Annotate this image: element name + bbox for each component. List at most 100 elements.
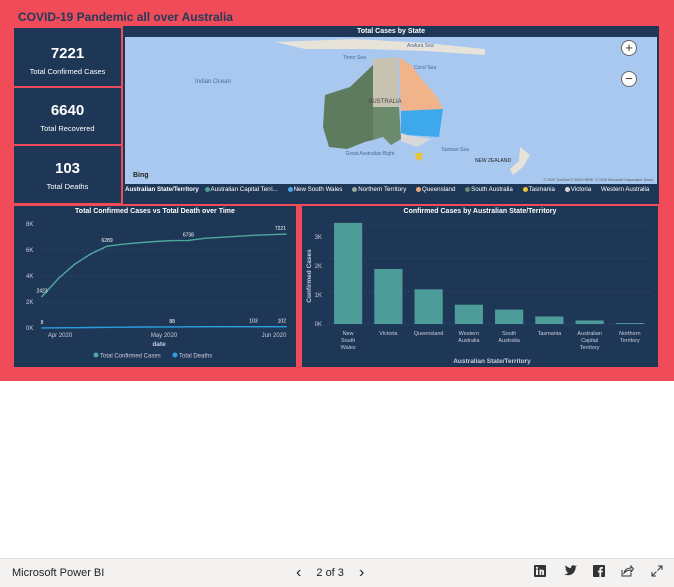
bar-chart-visual[interactable]: Confirmed Cases by Australian State/Terr… <box>302 206 658 367</box>
bar[interactable] <box>334 222 363 324</box>
legend-item-act[interactable]: Australian Capital Terri... <box>204 186 282 193</box>
legend-item-wa[interactable]: Western Australia <box>601 186 653 193</box>
legend-item-vic[interactable]: Victoria <box>564 186 596 193</box>
data-point[interactable] <box>252 234 255 237</box>
x-axis-title: date <box>152 341 166 348</box>
state-tasmania[interactable] <box>415 153 423 161</box>
x-axis-title: Australian State/Territory <box>453 358 531 365</box>
zoom-in-button[interactable]: + <box>621 40 637 56</box>
legend-item-sa[interactable]: South Australia <box>465 186 517 193</box>
data-point[interactable] <box>236 325 238 328</box>
data-point[interactable] <box>155 326 157 328</box>
legend-item-nt[interactable]: Northern Territory <box>352 186 410 193</box>
data-point[interactable] <box>57 327 60 329</box>
state-northern-territory[interactable] <box>373 57 399 107</box>
card-total-recovered[interactable]: 6640 Total Recovered <box>14 102 121 133</box>
line-chart-title: Total Confirmed Cases vs Total Death ove… <box>75 208 235 215</box>
data-point[interactable] <box>171 326 173 328</box>
facebook-icon[interactable] <box>592 565 606 579</box>
data-point[interactable] <box>187 325 190 328</box>
state-western-australia[interactable] <box>323 65 373 149</box>
next-page-button[interactable]: › <box>358 564 365 581</box>
series-line-deaths[interactable] <box>41 326 286 329</box>
data-point[interactable] <box>203 237 206 240</box>
category-label: Australia <box>458 338 480 344</box>
series-line-confirmed[interactable] <box>41 233 287 297</box>
data-point[interactable] <box>203 325 206 328</box>
map-area[interactable]: Timor Sea Arafura Sea Indian Ocean AUSTR… <box>125 37 657 184</box>
bar[interactable] <box>454 304 483 324</box>
data-label: 102 <box>278 319 287 325</box>
page-navigator: ‹ 2 of 3 › <box>296 564 364 582</box>
legend-item-nsw[interactable]: New South Wales <box>287 186 347 193</box>
linkedin-icon[interactable] <box>533 565 547 579</box>
legend-dot-confirmed <box>93 352 99 358</box>
state-new-south-wales[interactable] <box>401 109 443 137</box>
bar[interactable] <box>414 289 443 324</box>
card-label: Total Deaths <box>46 182 89 191</box>
previous-page-button[interactable]: ‹ <box>296 564 302 581</box>
data-point[interactable] <box>41 327 43 329</box>
legend-dot-deaths <box>172 352 178 358</box>
category-label: New <box>343 331 354 337</box>
data-point[interactable] <box>90 253 92 255</box>
data-point[interactable] <box>220 236 222 239</box>
state-victoria[interactable] <box>401 133 431 147</box>
legend-label: Victoria <box>570 186 592 193</box>
legend-dot <box>564 186 570 192</box>
data-point[interactable] <box>138 326 141 328</box>
data-point[interactable] <box>236 235 238 238</box>
data-point[interactable] <box>268 233 271 236</box>
data-point[interactable] <box>90 326 92 329</box>
data-point[interactable] <box>73 263 76 266</box>
category-label: South <box>502 331 516 337</box>
bar[interactable] <box>374 269 403 324</box>
state-queensland[interactable] <box>399 57 443 111</box>
data-point[interactable] <box>106 326 108 329</box>
map-label-arafura-sea: Arafura Sea <box>407 43 434 49</box>
data-point[interactable] <box>285 233 287 235</box>
data-point[interactable] <box>252 325 255 328</box>
state-south-australia[interactable] <box>373 107 401 145</box>
australia-map[interactable]: Timor Sea Arafura Sea Indian Ocean AUSTR… <box>125 37 657 184</box>
card-total-deaths[interactable]: 103 Total Deaths <box>14 160 121 191</box>
data-point[interactable] <box>41 295 43 298</box>
map-visual[interactable]: Total Cases by State Timor Sea Arafura S… <box>123 26 659 204</box>
card-total-confirmed[interactable]: 7221 Total Confirmed Cases <box>14 45 121 76</box>
map-label-coral-sea: Coral Sea <box>414 65 436 71</box>
legend-label-confirmed[interactable]: Total Confirmed Cases <box>100 354 161 360</box>
legend-label-deaths[interactable]: Total Deaths <box>179 354 212 360</box>
bar[interactable] <box>615 323 644 324</box>
legend-label: Queensland <box>422 186 456 193</box>
bar[interactable] <box>535 316 564 324</box>
share-icon[interactable] <box>620 564 634 579</box>
powerbi-brand-link[interactable]: Microsoft Power BI <box>12 567 105 579</box>
line-chart-visual[interactable]: Total Confirmed Cases vs Total Death ove… <box>14 206 296 367</box>
data-point[interactable] <box>171 239 173 242</box>
data-point[interactable] <box>122 243 125 245</box>
map-label-tasman-sea: Tasman Sea <box>441 147 469 153</box>
twitter-icon[interactable] <box>563 565 577 579</box>
kpi-cards: 7221 Total Confirmed Cases 6640 Total Re… <box>14 28 121 203</box>
data-point[interactable] <box>285 325 287 328</box>
data-point[interactable] <box>106 245 108 248</box>
legend-item-qld[interactable]: Queensland <box>416 186 459 193</box>
legend-item-tas[interactable]: Tasmania <box>522 186 559 193</box>
category-label: Tasmania <box>538 331 562 337</box>
zoom-out-button[interactable]: − <box>621 71 637 87</box>
card-value: 103 <box>54 160 81 177</box>
data-point[interactable] <box>155 240 157 243</box>
data-point[interactable] <box>220 325 222 328</box>
legend-label: New South Wales <box>293 186 343 193</box>
bar[interactable] <box>495 309 524 324</box>
fullscreen-icon[interactable] <box>650 565 664 579</box>
data-point[interactable] <box>122 326 125 328</box>
data-point[interactable] <box>268 325 271 328</box>
data-point[interactable] <box>187 239 190 242</box>
bar[interactable] <box>575 320 604 324</box>
data-point[interactable] <box>73 326 76 329</box>
data-point[interactable] <box>57 277 60 280</box>
data-point[interactable] <box>138 241 141 244</box>
card-label: Total Confirmed Cases <box>29 67 106 76</box>
footer-bar: Microsoft Power BI ‹ 2 of 3 › <box>0 558 674 587</box>
